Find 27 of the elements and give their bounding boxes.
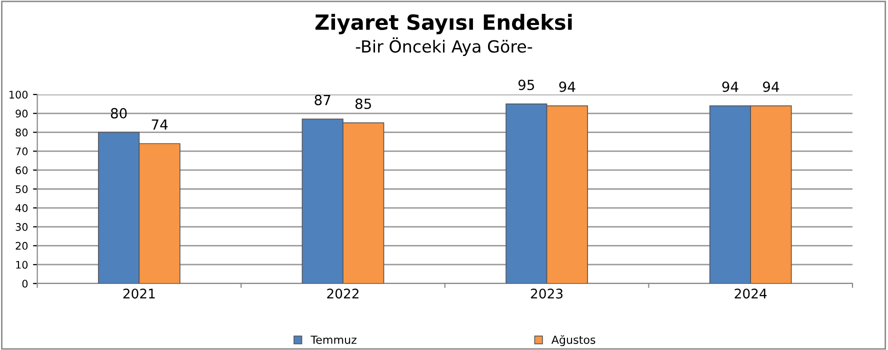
y-tick-label: 60 bbox=[16, 166, 28, 174]
y-tick-label: 20 bbox=[16, 242, 28, 250]
data-label: 87 bbox=[314, 94, 330, 106]
x-tick-label: 2021 bbox=[123, 288, 155, 299]
y-tick-label: 100 bbox=[10, 90, 28, 99]
y-tick-label: 80 bbox=[16, 128, 28, 136]
data-label: 74 bbox=[152, 120, 168, 130]
y-tick-label: 10 bbox=[16, 260, 28, 269]
legend-label: Ağustos bbox=[551, 335, 596, 346]
data-label: 80 bbox=[110, 108, 127, 118]
x-tick-label: 2023 bbox=[530, 288, 563, 299]
data-label: 95 bbox=[518, 80, 534, 90]
legend-label: Temmuz bbox=[310, 336, 356, 344]
data-label: 94 bbox=[722, 82, 738, 92]
chart-title: Ziyaret Sayısı Endeksi bbox=[315, 14, 572, 34]
x-tick-label: 2022 bbox=[327, 288, 358, 299]
y-tick-label: 70 bbox=[16, 147, 28, 156]
y-tick-label: 30 bbox=[16, 223, 28, 231]
chart-subtitle: -Bir Önceki Aya Göre- bbox=[356, 37, 532, 56]
y-tick-label: 50 bbox=[16, 185, 28, 194]
data-label: 85 bbox=[355, 98, 371, 110]
y-tick-label: 90 bbox=[16, 110, 28, 118]
y-tick-label: 0 bbox=[22, 280, 28, 288]
y-tick-label: 40 bbox=[16, 204, 28, 212]
x-tick-label: 2024 bbox=[734, 288, 767, 299]
data-label: 94 bbox=[559, 82, 576, 92]
data-label: 94 bbox=[763, 82, 780, 92]
